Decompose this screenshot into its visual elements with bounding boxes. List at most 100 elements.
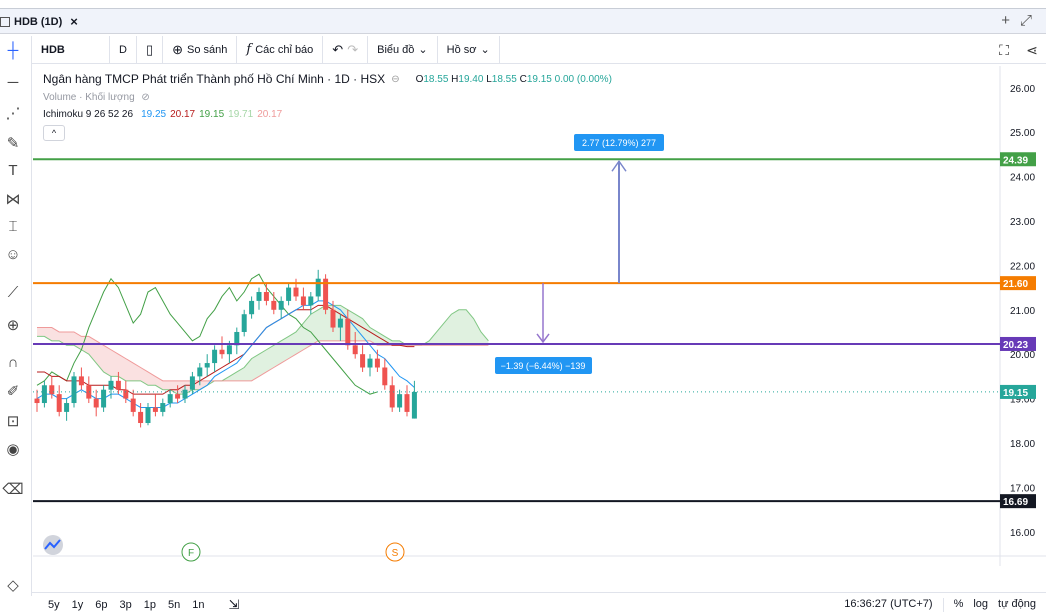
tenkan-sen-line bbox=[36, 300, 415, 408]
pencil-lock-icon[interactable]: ✐ bbox=[6, 383, 20, 400]
candle-body bbox=[271, 300, 277, 310]
chart-type-label: Biểu đồ bbox=[377, 43, 415, 56]
price-badge-label: 21.60 bbox=[1003, 279, 1028, 290]
range-button-6p[interactable]: 6p bbox=[95, 598, 108, 611]
add-tab-icon[interactable]: + bbox=[1001, 12, 1010, 29]
expand-window-icon[interactable]: ⤢ bbox=[1019, 12, 1032, 29]
price-tick-label: 26.00 bbox=[1010, 84, 1035, 95]
bottom-bar: 5y 1y 6p 3p 1p 5n 1n ⇲ 16:36:27 (UTC+7) % log … bbox=[32, 592, 1046, 616]
candle-body bbox=[212, 349, 218, 364]
chart-tab[interactable]: HDB (1D) × bbox=[0, 14, 78, 29]
kijun-sen-line bbox=[37, 304, 415, 395]
hidden-eye-icon[interactable]: ⊘ bbox=[141, 92, 150, 103]
candle-body bbox=[278, 300, 284, 310]
event-marker[interactable] bbox=[385, 542, 405, 562]
interval-label: D bbox=[119, 43, 127, 56]
range-button-3p[interactable]: 3p bbox=[119, 598, 132, 611]
indicators-button[interactable]: f Các chỉ báo bbox=[237, 35, 324, 64]
candle-body bbox=[145, 407, 151, 424]
range-button-1n[interactable]: 1n bbox=[192, 598, 205, 611]
measure-up-box[interactable] bbox=[574, 134, 664, 151]
event-marker[interactable] bbox=[181, 542, 201, 562]
candle-body bbox=[34, 398, 40, 404]
logo-wave-icon bbox=[44, 539, 61, 550]
candle-body bbox=[226, 345, 232, 355]
undo-icon[interactable]: ↶ bbox=[332, 41, 344, 57]
candle-body bbox=[360, 354, 366, 368]
interval-button[interactable]: D bbox=[110, 35, 137, 64]
senkou-span-b-line bbox=[37, 327, 489, 382]
candle-body bbox=[93, 398, 99, 408]
ruler-icon[interactable]: ⟋ bbox=[7, 284, 19, 301]
range-button-1p[interactable]: 1p bbox=[143, 598, 156, 611]
visibility-icon[interactable]: ⊖ bbox=[391, 73, 400, 85]
range-button-1y[interactable]: 1y bbox=[71, 598, 84, 611]
candle-body bbox=[160, 403, 166, 412]
symbol-search-button[interactable]: HDB bbox=[32, 35, 110, 64]
magnet-icon[interactable]: ∩ bbox=[7, 354, 19, 371]
candle-body bbox=[411, 391, 417, 419]
price-tick-label: 16.00 bbox=[1010, 528, 1035, 539]
text-tool-icon[interactable]: T bbox=[8, 162, 18, 179]
trash-icon[interactable]: ⌫ bbox=[2, 481, 24, 498]
fx-icon: f bbox=[246, 42, 252, 57]
measure-up-arrowhead bbox=[611, 159, 627, 172]
share-icon[interactable]: ⋖ bbox=[1026, 41, 1038, 58]
lock-icon[interactable]: ⊡ bbox=[6, 413, 20, 430]
pattern-tool-icon[interactable]: ⋈ bbox=[5, 191, 21, 208]
chart-legend: Ngân hàng TMCP Phát triển Thành phố Hồ C… bbox=[43, 72, 612, 141]
chart-canvas[interactable]: 26.00 25.00 24.00 23.00 22.00 21.00 20.00 19.00… bbox=[33, 66, 1046, 566]
collapse-legend-button[interactable]: ^ bbox=[43, 125, 65, 141]
volume-legend[interactable]: Volume · Khối lượng ⊘ bbox=[43, 92, 612, 103]
chevron-down-icon: ⌄ bbox=[480, 44, 490, 56]
layers-icon[interactable]: ◇ bbox=[7, 577, 19, 594]
auto-scale-toggle[interactable]: tự động bbox=[998, 598, 1036, 610]
redo-icon[interactable]: ↷ bbox=[347, 41, 359, 57]
candle-body bbox=[108, 380, 114, 390]
emoji-icon[interactable]: ☺ bbox=[5, 246, 21, 263]
ichimoku-legend[interactable]: Ichimoku 9 26 52 26 19.25 20.17 19.15 19.71… bbox=[43, 109, 612, 120]
range-button-5y[interactable]: 5y bbox=[48, 598, 60, 611]
percent-toggle[interactable]: % bbox=[953, 598, 964, 610]
goto-date-icon[interactable]: ⇲ bbox=[228, 596, 240, 612]
fib-tool-icon[interactable]: ⋰ bbox=[5, 105, 21, 122]
close-tab-icon[interactable]: × bbox=[70, 14, 78, 29]
undo-redo-group: ↶ ↷ bbox=[323, 35, 369, 64]
horizontal-line-tool-icon[interactable]: ─ bbox=[7, 74, 19, 91]
candle-body bbox=[345, 318, 351, 346]
ohlc-values: O18.55 H19.40 L18.55 C19.15 0.00 (0.00%) bbox=[415, 73, 612, 85]
volume-label: Volume · Khối lượng bbox=[43, 92, 135, 103]
top-toolbar: HDB D ▯ ⊕ So sánh f Các chỉ báo ↶ ↷ Biểu đồ… bbox=[32, 35, 1046, 64]
candle-body bbox=[219, 349, 225, 355]
ichimoku-value: 19.15 bbox=[199, 109, 225, 120]
measure-tool-icon[interactable]: ⌶ bbox=[8, 218, 18, 235]
candle-style-button[interactable]: ▯ bbox=[137, 35, 164, 64]
compare-button[interactable]: ⊕ So sánh bbox=[163, 35, 238, 64]
price-badge bbox=[1000, 494, 1036, 509]
price-tick-label: 24.00 bbox=[1010, 173, 1035, 184]
clock-label: 16:36:27 (UTC+7) bbox=[844, 598, 933, 610]
event-marker-label: F bbox=[188, 548, 194, 559]
price-tick-label: 21.00 bbox=[1010, 306, 1035, 317]
candle-body bbox=[64, 403, 70, 412]
price-chart[interactable]: 26.00 25.00 24.00 23.00 22.00 21.00 20.00 19.00… bbox=[33, 66, 1046, 566]
eye-icon[interactable]: ◉ bbox=[6, 441, 20, 458]
crosshair-icon[interactable]: ┼ bbox=[7, 42, 19, 59]
divider bbox=[942, 598, 944, 612]
candle-body bbox=[78, 376, 84, 386]
profile-button[interactable]: Hồ sơ ⌄ bbox=[438, 35, 500, 64]
zoom-in-icon[interactable]: ⊕ bbox=[6, 317, 20, 334]
range-button-5n[interactable]: 5n bbox=[168, 598, 181, 611]
candle-body bbox=[167, 394, 173, 404]
brush-tool-icon[interactable]: ✎ bbox=[6, 135, 20, 152]
chart-type-button[interactable]: Biểu đồ ⌄ bbox=[368, 35, 438, 64]
ichimoku-value: 20.17 bbox=[257, 109, 283, 120]
compare-label: So sánh bbox=[187, 43, 228, 56]
measure-down-box[interactable] bbox=[495, 357, 592, 374]
fullscreen-icon[interactable]: ⛶ bbox=[999, 41, 1009, 58]
symbol-label: HDB bbox=[41, 43, 65, 56]
candle-body bbox=[389, 385, 395, 408]
price-badge bbox=[1000, 152, 1036, 167]
candle-body bbox=[337, 318, 343, 328]
log-toggle[interactable]: log bbox=[973, 598, 989, 610]
